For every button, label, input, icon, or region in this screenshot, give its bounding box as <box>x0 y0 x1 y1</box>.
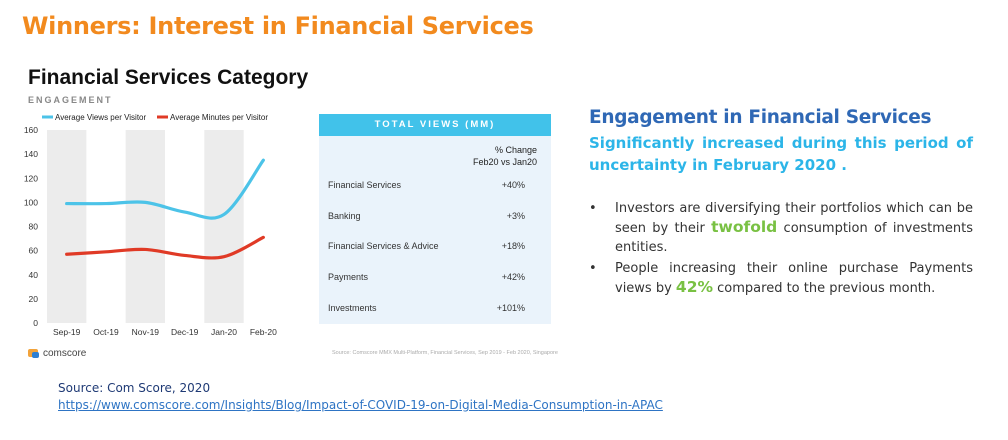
row-value: +101% <box>496 303 525 313</box>
data-point <box>223 255 226 258</box>
bullet-item: • Investors are diversifying their portf… <box>589 199 973 257</box>
x-tick-label: Jan-20 <box>211 327 237 337</box>
bullet-icon: • <box>589 261 597 276</box>
series-line-1 <box>65 158 265 220</box>
column-band <box>47 130 87 323</box>
y-tick-label: 40 <box>29 270 39 280</box>
bullet-icon: • <box>589 201 597 216</box>
row-value: +3% <box>506 211 525 221</box>
total-views-table: TOTAL VIEWS (MM) % Change Feb20 vs Jan20… <box>319 114 551 324</box>
row-label: Financial Services <box>328 180 402 190</box>
y-tick-label: 100 <box>24 197 38 207</box>
row-value: +18% <box>501 241 525 251</box>
data-point <box>144 201 147 204</box>
row-value: +40% <box>501 180 525 190</box>
row-label: Payments <box>328 272 369 282</box>
data-point <box>183 211 186 214</box>
bullet-text: compared to the previous month. <box>713 281 936 296</box>
source-link[interactable]: https://www.comscore.com/Insights/Blog/I… <box>58 398 663 412</box>
table-row: Financial Services & Advice +18% <box>328 241 537 255</box>
bullet-text: consumption of investments entities. <box>615 221 973 255</box>
comscore-logo: comscore <box>28 348 86 359</box>
table-row: Investments +101% <box>328 303 537 317</box>
bullet-text: People increasing their online purchase … <box>615 261 973 296</box>
row-label: Investments <box>328 303 377 313</box>
column-header-line-1: % Change <box>494 145 537 155</box>
engagement-label: ENGAGEMENT <box>28 95 113 105</box>
column-header: % Change Feb20 vs Jan20 <box>447 144 537 168</box>
data-point <box>262 159 265 162</box>
data-point <box>223 213 226 216</box>
y-tick-label: 140 <box>24 149 38 159</box>
column-band <box>204 130 244 323</box>
bullet-list: • Investors are diversifying their portf… <box>589 199 973 300</box>
data-point <box>65 253 68 256</box>
comscore-label: comscore <box>43 348 87 359</box>
data-point <box>183 254 186 257</box>
x-tick-label: Dec-19 <box>171 327 199 337</box>
y-tick-label: 60 <box>29 246 39 256</box>
x-tick-label: Sep-19 <box>53 327 81 337</box>
y-tick-label: 80 <box>29 222 39 232</box>
column-band <box>125 130 165 323</box>
engagement-subheading: Significantly increased during this peri… <box>589 134 973 174</box>
data-point <box>262 236 265 239</box>
slide-title: Winners: Interest in Financial Services <box>22 12 534 40</box>
row-value: +42% <box>501 272 525 282</box>
y-tick-label: 0 <box>33 318 38 328</box>
data-point <box>65 202 68 205</box>
row-label: Banking <box>328 211 361 221</box>
x-tick-label: Feb-20 <box>250 327 277 337</box>
category-title: Financial Services Category <box>28 66 309 89</box>
highlight-text: 42% <box>675 278 714 296</box>
y-tick-label: 120 <box>24 173 38 183</box>
table-row: Payments +42% <box>328 272 537 286</box>
highlight-text: twofold <box>711 218 778 236</box>
chart-source-note: Source: Comscore MMX Multi-Platform, Fin… <box>332 350 558 356</box>
bullet-text: Investors are diversifying their portfol… <box>615 201 973 236</box>
data-point <box>105 250 108 253</box>
y-tick-label: 20 <box>29 294 39 304</box>
data-point <box>144 248 147 251</box>
x-tick-label: Nov-19 <box>132 327 160 337</box>
data-point <box>105 202 108 205</box>
table-row: Banking +3% <box>328 211 537 225</box>
series-line-2 <box>65 235 265 260</box>
y-tick-label: 160 <box>24 125 38 135</box>
bullet-item: • People increasing their online purchas… <box>589 259 973 298</box>
row-label: Financial Services & Advice <box>328 241 439 251</box>
table-header: TOTAL VIEWS (MM) <box>319 114 551 136</box>
table-row: Financial Services +40% <box>328 180 537 194</box>
comscore-logo-icon <box>28 349 39 359</box>
legend-label: Average Minutes per Visitor <box>170 113 268 122</box>
legend-label: Average Views per Visitor <box>55 113 146 122</box>
engagement-heading: Engagement in Financial Services <box>589 107 932 128</box>
source-label: Source: Com Score, 2020 <box>58 381 211 395</box>
column-header-line-2: Feb20 vs Jan20 <box>472 157 537 167</box>
line-chart: 0 20 40 60 80 100 120 140 160 Sep-19 Oct-19 Nov-19 D… <box>24 113 277 337</box>
x-tick-label: Oct-19 <box>93 327 119 337</box>
